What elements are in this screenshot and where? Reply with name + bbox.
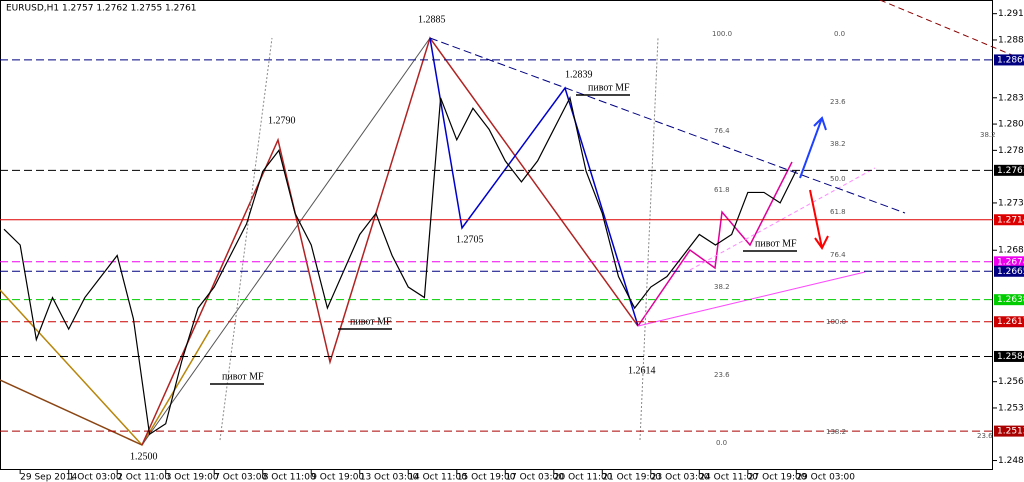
arrow-down [809, 189, 823, 249]
x-tick-label: 9 Oct 19:00 [311, 473, 364, 482]
y-tick-label: 1.2730 [998, 198, 1024, 208]
y-tick-label: 1.2535 [998, 403, 1024, 413]
pivot-label: пивот MF [588, 82, 630, 93]
level-label: 1.2714 [997, 215, 1024, 225]
y-tick-label: 1.2910 [998, 9, 1024, 19]
y-tick-label: 1.2885 [998, 35, 1024, 45]
price-line [3, 96, 797, 436]
level-label: 1.2584 [997, 352, 1024, 362]
y-tick-label: 1.2830 [998, 93, 1024, 103]
level-label: 1.2761 [997, 166, 1024, 176]
swing-label: 1.2500 [130, 451, 158, 462]
magenta-zigzag [637, 161, 793, 327]
fib-label: 76.4 [830, 251, 846, 259]
x-tick-label: 29 Sep 2014 [20, 473, 77, 482]
level-label: 1.2866 [997, 55, 1024, 65]
trend-line [879, 0, 1024, 61]
x-tick-label: 2 Oct 11:00 [117, 473, 170, 482]
level-label: 1.2638 [997, 295, 1024, 305]
swing-label: 1.2705 [456, 234, 484, 245]
x-tick-label: 1 Oct 03:00 [69, 473, 122, 482]
level-label: 1.2513 [997, 427, 1024, 437]
fib-label: 23.6 [977, 432, 993, 440]
x-tick-label: 15 Oct 19:00 [457, 473, 516, 482]
fib-label: 38.2 [830, 140, 846, 148]
x-tick-label: 29 Oct 03:00 [796, 473, 855, 482]
level-box [994, 256, 1024, 268]
swing-label: 1.2614 [628, 365, 656, 376]
level-box [994, 164, 1024, 176]
level-label: 1.2674 [997, 257, 1024, 267]
arrow-head [814, 235, 829, 250]
blue-zigzag [429, 37, 639, 327]
fib-label: 38.2 [714, 283, 730, 291]
fib-label: 0.0 [716, 439, 727, 447]
arrow-up [799, 117, 823, 179]
x-tick-label: 13 Oct 03:00 [360, 473, 419, 482]
x-tick-label: 23 Oct 03:00 [651, 473, 710, 482]
x-tick-label: 7 Oct 03:00 [214, 473, 267, 482]
fib-label: 61.8 [714, 186, 730, 194]
x-tick-label: 17 Oct 03:00 [505, 473, 564, 482]
fib-label: 76.4 [714, 127, 730, 135]
magenta-channel [637, 271, 866, 327]
level-box [994, 214, 1024, 226]
x-tick-label: 8 Oct 11:00 [263, 473, 316, 482]
y-tick-label: 1.2780 [998, 146, 1024, 156]
fib-label: 50.0 [830, 175, 846, 183]
x-tick-label: 24 Oct 11:00 [699, 473, 758, 482]
arrow-head [813, 116, 827, 131]
fib-label: 0.0 [834, 30, 845, 38]
fib-label: 100.0 [826, 318, 846, 326]
y-tick-label: 1.2560 [998, 377, 1024, 387]
x-tick-label: 27 Oct 19:00 [748, 473, 807, 482]
trend-line [429, 37, 906, 214]
level-box [994, 294, 1024, 306]
fib-label: 138.2 [826, 428, 846, 436]
red-zigzag [141, 36, 639, 446]
level-label: 1.2617 [997, 317, 1024, 327]
y-tick-label: 1.2805 [998, 120, 1024, 130]
fib-label: 23.6 [830, 98, 846, 106]
y-tick-label: 1.2485 [998, 456, 1024, 466]
level-box [994, 265, 1024, 277]
chart-title: EURUSD,H1 1.2757 1.2762 1.2755 1.2761 [6, 4, 197, 14]
level-box [994, 316, 1024, 328]
fib-line [639, 37, 659, 441]
patterns [0, 0, 1024, 447]
x-tick-label: 3 Oct 19:00 [166, 473, 219, 482]
level-box [994, 350, 1024, 362]
brown-line [0, 379, 143, 446]
x-tick-label: 21 Oct 19:00 [602, 473, 661, 482]
fib-line [219, 37, 273, 441]
x-tick-label: 20 Oct 11:00 [554, 473, 613, 482]
fib-label: 38.2 [980, 131, 996, 139]
fib-label: 23.6 [714, 371, 730, 379]
swing-label: 1.2885 [418, 14, 446, 25]
x-tick-label: 14 Oct 11:00 [408, 473, 467, 482]
black-leg [141, 37, 431, 446]
y-tick-label: 1.2685 [998, 246, 1024, 256]
plot-frame [0, 0, 993, 470]
pivot-label: пивот MF [755, 238, 797, 249]
pivot-label: пивот MF [222, 371, 264, 382]
pivot-label: пивот MF [350, 316, 392, 327]
magenta-channel [689, 167, 876, 271]
level-box [994, 425, 1024, 437]
swing-label: 1.2839 [565, 69, 593, 80]
level-box [994, 54, 1024, 66]
level-label: 1.2665 [997, 267, 1024, 277]
fib-label: 61.8 [830, 208, 846, 216]
fib-label: 100.0 [712, 30, 732, 38]
swing-label: 1.2790 [268, 115, 296, 126]
